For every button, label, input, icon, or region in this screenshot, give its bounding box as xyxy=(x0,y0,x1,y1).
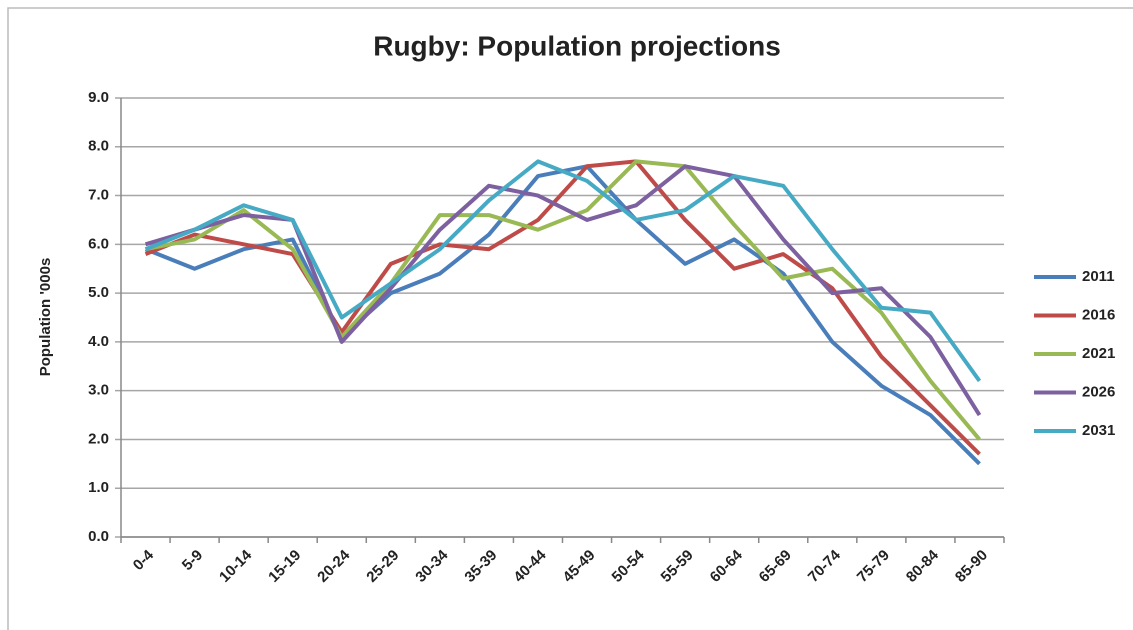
x-tick-label: 50-54 xyxy=(609,546,649,586)
chart-title: Rugby: Population projections xyxy=(373,30,781,61)
x-tick-label: 45-49 xyxy=(560,547,599,586)
legend-label: 2021 xyxy=(1082,345,1115,362)
x-tick-label: 60-64 xyxy=(707,546,747,586)
x-tick-label: 20-24 xyxy=(314,546,354,586)
x-tick-label: 55-59 xyxy=(658,547,697,586)
x-tick-label: 5-9 xyxy=(179,547,206,574)
x-tick-label: 40-44 xyxy=(510,546,550,586)
y-tick-label: 5.0 xyxy=(88,284,109,301)
x-tick-label: 70-74 xyxy=(805,546,845,586)
y-tick-label: 1.0 xyxy=(88,479,109,496)
series-line xyxy=(144,164,981,466)
series-line xyxy=(145,159,982,441)
series-line xyxy=(144,159,981,456)
x-tick-label: 15-19 xyxy=(265,547,304,586)
x-tick-label: 85-90 xyxy=(952,547,991,586)
y-tick-label: 0.0 xyxy=(88,528,109,545)
legend-label: 2031 xyxy=(1082,422,1115,439)
x-tick-label: 75-79 xyxy=(854,547,893,586)
x-tick-label: 30-34 xyxy=(412,546,452,586)
y-axis-title: Population '000s xyxy=(37,258,54,377)
y-tick-label: 6.0 xyxy=(88,235,109,252)
x-tick-label: 10-14 xyxy=(216,546,256,586)
legend-label: 2011 xyxy=(1082,268,1115,285)
y-tick-label: 7.0 xyxy=(88,187,109,204)
legend-label: 2026 xyxy=(1082,383,1115,400)
y-tick-label: 8.0 xyxy=(88,138,109,155)
legend-label: 2016 xyxy=(1082,306,1115,323)
y-tick-label: 3.0 xyxy=(88,382,109,399)
series-line xyxy=(144,164,982,417)
y-tick-label: 2.0 xyxy=(88,430,109,447)
x-tick-label: 0-4 xyxy=(130,546,158,574)
y-tick-label: 9.0 xyxy=(88,89,109,106)
series-line xyxy=(144,159,982,383)
x-tick-label: 25-29 xyxy=(363,547,402,586)
x-tick-label: 65-69 xyxy=(756,547,795,586)
x-tick-label: 80-84 xyxy=(903,546,943,586)
x-tick-label: 35-39 xyxy=(461,547,500,586)
chart-frame xyxy=(7,7,1133,630)
y-tick-label: 4.0 xyxy=(88,333,109,350)
